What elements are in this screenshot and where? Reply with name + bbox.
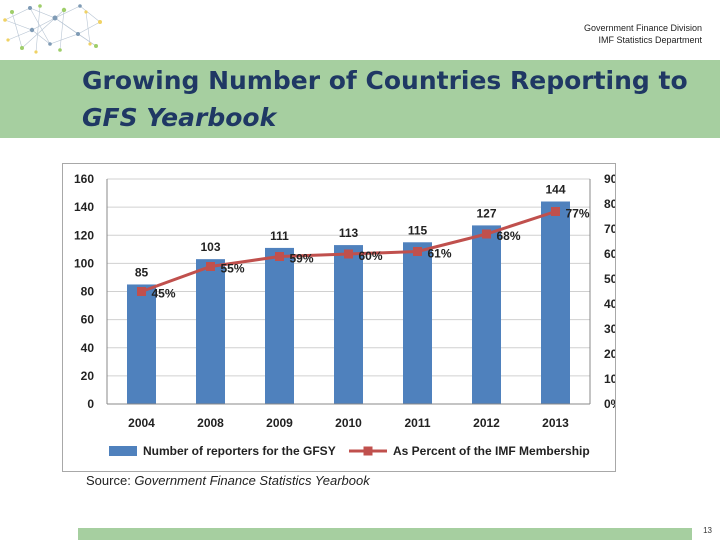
source-title: Government Finance Statistics Yearbook [134,473,370,488]
percent-marker [344,249,353,259]
network-logo-icon [3,4,102,54]
header-organization: Government Finance Division IMF Statisti… [584,22,702,46]
title-band [0,60,720,138]
page-number: 13 [703,526,712,535]
chart-frame: 0 20 40 60 80 100 120 140 160 0% 10% 20% 30% 40% 50% 60… [62,163,616,472]
legend-bar-label: Number of reporters for the GFSY [143,444,336,458]
legend-bar-swatch [109,446,137,456]
y-tick-label: 0 [87,397,94,411]
bar [196,259,225,404]
percent-marker [482,229,491,239]
y2-tick-label: 60% [604,247,615,261]
y-tick-label: 60 [81,313,95,327]
x-tick-label: 2012 [473,416,500,430]
percent-marker [275,252,284,261]
org-division: Government Finance Division [583,23,702,33]
x-tick-label: 2013 [542,416,569,430]
x-tick-label: 2011 [404,416,430,430]
percent-marker [137,287,146,296]
slide-title-line1: Growing Number of Countries Reporting to [82,66,688,95]
y2-tick-label: 30% [604,322,615,336]
bar-data-label: 144 [545,183,565,197]
y-tick-label: 140 [74,200,94,214]
x-tick-label: 2008 [197,416,224,430]
x-tick-label: 2004 [128,416,155,430]
percent-data-label: 45% [152,287,176,301]
slide-title: Growing Number of Countries Reporting to… [82,62,688,136]
y2-tick-label: 40% [604,297,615,311]
bar-data-label: 113 [339,226,359,240]
org-department: IMF Statistics Department [598,35,702,45]
bar-data-label: 103 [200,240,220,254]
bar [127,284,156,404]
bar-data-label: 111 [270,229,289,243]
y-tick-label: 40 [81,341,95,355]
y2-tick-label: 80% [604,197,615,211]
x-tick-label: 2009 [266,416,293,430]
slide-title-line2: GFS Yearbook [82,103,277,132]
percent-marker [413,247,422,256]
bar [265,247,294,404]
legend-line-label: As Percent of the IMF Membership [393,444,590,458]
bar [472,225,501,404]
percent-data-label: 61% [428,247,452,261]
reporters-chart: 0 20 40 60 80 100 120 140 160 0% 10% 20% 30% 40% 50% 60… [74,172,615,458]
y-tick-label: 120 [74,228,94,242]
source-prefix: Source: [86,473,135,488]
y2-tick-label: 70% [604,222,615,236]
percent-data-label: 59% [290,252,314,266]
bar-data-label: 85 [135,265,149,279]
bar-data-label: 115 [408,223,428,237]
y2-tick-label: 50% [604,272,615,286]
percent-marker [551,207,560,216]
y2-tick-label: 90% [604,172,615,186]
y-tick-label: 100 [74,256,94,270]
footer-bar [78,528,692,540]
source-note: Source: Government Finance Statistics Ye… [86,473,370,488]
y-tick-label: 20 [81,369,95,383]
bar [541,201,570,404]
percent-data-label: 68% [497,229,521,243]
y2-tick-label: 20% [604,347,615,361]
bar [334,245,363,404]
y2-tick-label: 10% [604,372,615,386]
x-tick-label: 2010 [335,416,362,430]
bar-data-label: 127 [476,206,496,220]
percent-data-label: 60% [359,249,383,263]
percent-data-label: 77% [566,207,590,221]
legend-line-marker [363,446,373,456]
percent-marker [206,262,215,271]
bar [403,242,432,404]
y-tick-label: 80 [81,285,95,299]
percent-data-label: 55% [221,262,245,276]
y2-tick-label: 0% [604,397,615,411]
y-tick-label: 160 [74,172,94,186]
